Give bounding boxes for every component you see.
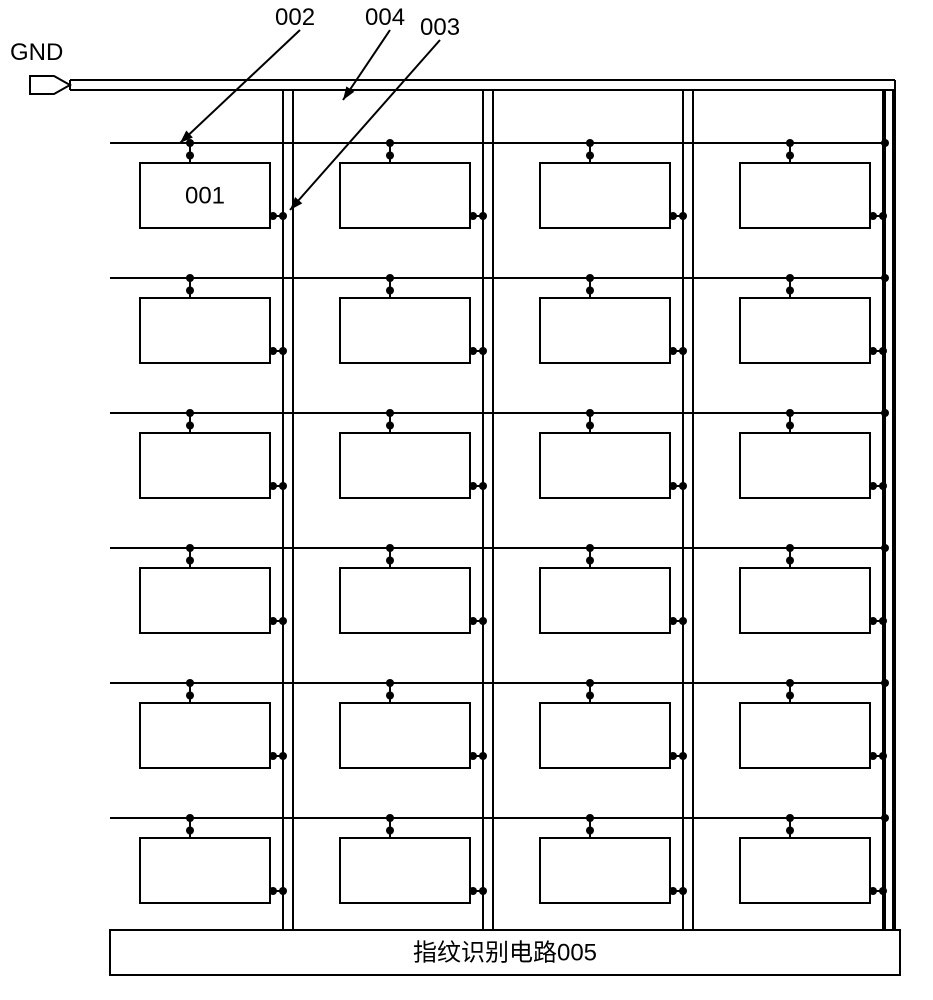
cell-r4-c2	[540, 703, 670, 768]
cell-r2-c0	[140, 433, 270, 498]
cell-r4-c1	[340, 703, 470, 768]
leader-003-label: 003	[420, 14, 460, 41]
cell-r4-c0	[140, 703, 270, 768]
fingerprint-circuit-label: 指纹识别电路005	[413, 940, 597, 967]
cell-r0-c1	[340, 163, 470, 228]
cell-r1-c3	[740, 298, 870, 363]
leader-004-label: 004	[365, 4, 405, 31]
cell-001-label: 001	[185, 183, 225, 210]
cell-r3-c0	[140, 568, 270, 633]
cell-r0-c3	[740, 163, 870, 228]
cell-r4-c3	[740, 703, 870, 768]
cell-r1-c2	[540, 298, 670, 363]
gnd-terminal-icon	[30, 76, 70, 94]
cell-r2-c1	[340, 433, 470, 498]
cell-r0-c2	[540, 163, 670, 228]
cell-r3-c2	[540, 568, 670, 633]
cell-r3-c1	[340, 568, 470, 633]
cell-r5-c2	[540, 838, 670, 903]
cell-r1-c1	[340, 298, 470, 363]
cell-r5-c1	[340, 838, 470, 903]
cell-r1-c0	[140, 298, 270, 363]
cell-r2-c3	[740, 433, 870, 498]
gnd-label: GND	[10, 39, 63, 66]
cell-r5-c0	[140, 838, 270, 903]
leader-002-label: 002	[275, 4, 315, 31]
cell-r2-c2	[540, 433, 670, 498]
cell-r5-c3	[740, 838, 870, 903]
cell-r3-c3	[740, 568, 870, 633]
